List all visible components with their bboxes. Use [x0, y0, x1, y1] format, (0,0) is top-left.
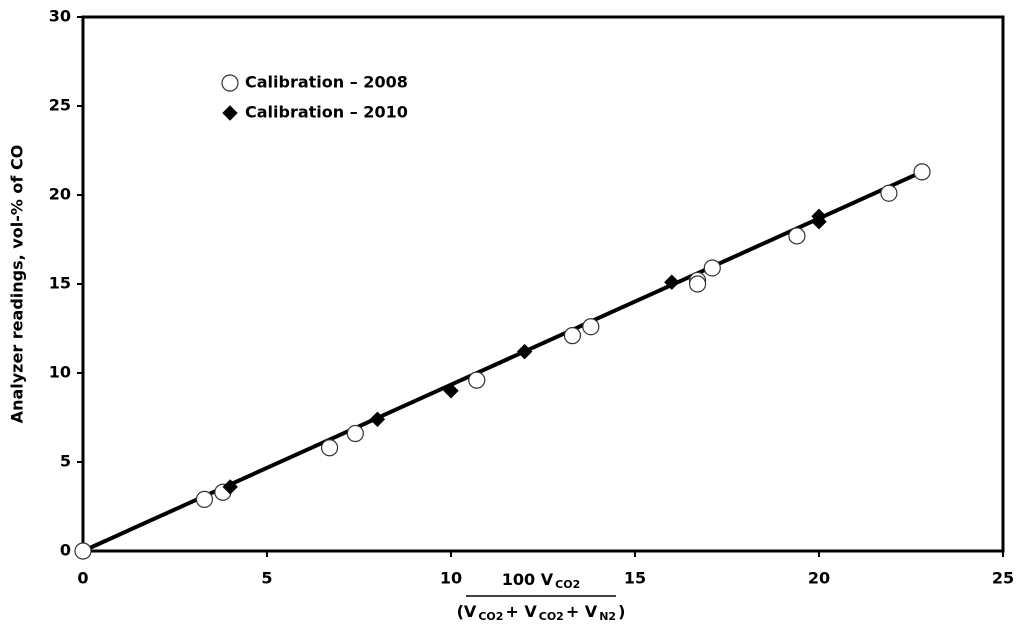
data-point — [788, 227, 806, 245]
legend-label: Calibration – 2010 — [245, 103, 408, 122]
data-point — [563, 327, 582, 345]
y-tick-label: 5 — [60, 452, 71, 471]
data-point — [703, 259, 721, 277]
x-tick-label: 5 — [261, 569, 272, 588]
data-point — [369, 411, 386, 427]
x-axis-label-part: + V — [566, 602, 598, 621]
data-point — [688, 275, 707, 293]
x-axis-label-subscript: CO2 — [555, 578, 580, 591]
plot-frame — [81, 15, 1005, 553]
y-tick-label: 20 — [49, 185, 71, 204]
x-axis-label: (V CO2 + V CO2 + V N2) — [457, 602, 626, 624]
data-point — [468, 371, 486, 389]
x-axis-label-part: + V — [505, 602, 537, 621]
data-point — [222, 479, 238, 495]
x-tick-label: 20 — [808, 569, 830, 588]
x-axis-label-part: ) — [618, 602, 625, 621]
legend-marker — [222, 105, 238, 121]
x-tick-label: 15 — [624, 569, 646, 588]
y-tick-label: 15 — [49, 274, 71, 293]
data-point — [582, 318, 600, 336]
data-point — [443, 383, 459, 399]
data-point — [74, 542, 92, 560]
legend-label: Calibration – 2008 — [245, 73, 408, 92]
data-point — [913, 163, 931, 181]
data-point — [664, 274, 680, 290]
x-axis-label-subscript: N2 — [599, 610, 616, 623]
x-tick-label: 0 — [77, 569, 88, 588]
x-axis-label-subscript: CO2 — [478, 610, 503, 623]
x-axis-label-part: (V — [457, 602, 477, 621]
legend-marker — [221, 74, 239, 92]
x-axis-label-subscript: CO2 — [539, 610, 564, 623]
data-point — [880, 184, 898, 202]
data-point — [320, 439, 339, 457]
data-point — [516, 343, 533, 360]
y-tick-label: 10 — [49, 363, 71, 382]
data-point — [811, 213, 827, 230]
x-tick-label: 10 — [440, 569, 462, 588]
y-tick-label: 30 — [49, 7, 71, 26]
y-axis-label: Analyzer readings, vol-% of CO — [8, 145, 27, 424]
x-axis-label-part: 100 V — [502, 570, 554, 589]
x-axis-label: 100 V CO2 — [502, 570, 580, 592]
x-tick-label: 25 — [992, 569, 1014, 588]
y-tick-label: 0 — [60, 541, 71, 560]
data-point — [346, 424, 364, 443]
data-point — [195, 490, 214, 508]
y-tick-label: 25 — [49, 96, 71, 115]
